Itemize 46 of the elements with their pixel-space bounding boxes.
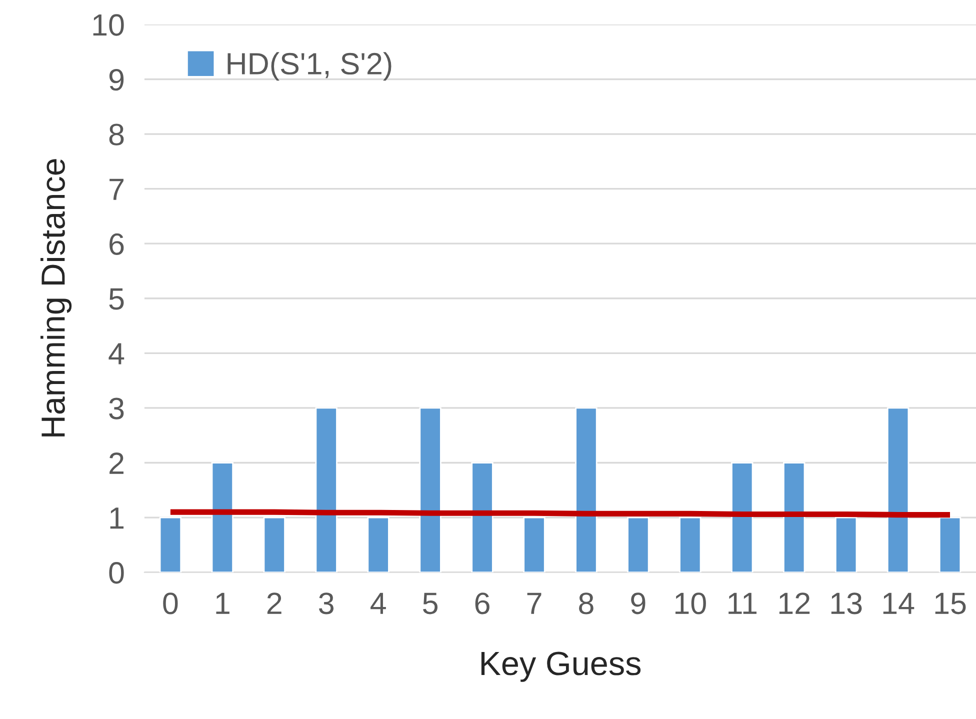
x-tick-label: 8 [579, 592, 594, 614]
y-tick-label: 0 [109, 562, 124, 584]
x-tick-label: 3 [319, 592, 334, 614]
bar [783, 462, 806, 572]
x-tick-label: 14 [883, 592, 914, 614]
x-tick-label: 7 [527, 592, 542, 614]
x-axis-title: Key Guess [481, 652, 641, 682]
x-tick-label: 2 [267, 592, 282, 614]
bar [263, 516, 286, 572]
y-tick-label: 4 [108, 343, 124, 364]
bar [834, 516, 858, 572]
y-tick-label: 6 [110, 233, 124, 255]
x-tick-label: 12 [779, 592, 810, 614]
bar [731, 462, 754, 572]
bar [627, 516, 650, 572]
x-tick-label: 6 [475, 592, 490, 614]
bar [523, 516, 546, 572]
x-tick-label: 15 [935, 592, 966, 614]
bar [367, 516, 390, 572]
bar [938, 516, 962, 572]
bar [211, 462, 234, 572]
y-tick-label: 7 [110, 178, 124, 200]
x-tick-label: 4 [370, 592, 386, 614]
y-tick-label: 1 [110, 508, 124, 529]
x-tick-label: 1 [216, 592, 230, 614]
y-axis-title: Hamming Distance [40, 159, 72, 436]
y-tick-label: 10 [93, 14, 124, 36]
y-tick-label: 5 [109, 288, 124, 310]
bar [419, 407, 442, 572]
bar [159, 516, 182, 572]
bar [886, 407, 910, 572]
y-tick-label: 8 [109, 124, 124, 146]
x-tick-label: 9 [631, 592, 646, 614]
x-tick-label: 13 [831, 592, 862, 614]
x-tick-label: 10 [675, 592, 706, 614]
bar [679, 516, 702, 572]
legend-label: HD(S'1, S'2) [228, 52, 392, 81]
x-tick-label: 0 [163, 592, 178, 614]
x-tick-label: 11 [728, 592, 757, 614]
bar [471, 462, 494, 572]
x-tick-label: 5 [423, 592, 438, 614]
y-tick-label: 3 [109, 398, 124, 420]
bar [575, 407, 598, 572]
bar [315, 407, 338, 572]
y-tick-label: 9 [109, 68, 124, 91]
y-tick-label: 2 [110, 452, 124, 474]
